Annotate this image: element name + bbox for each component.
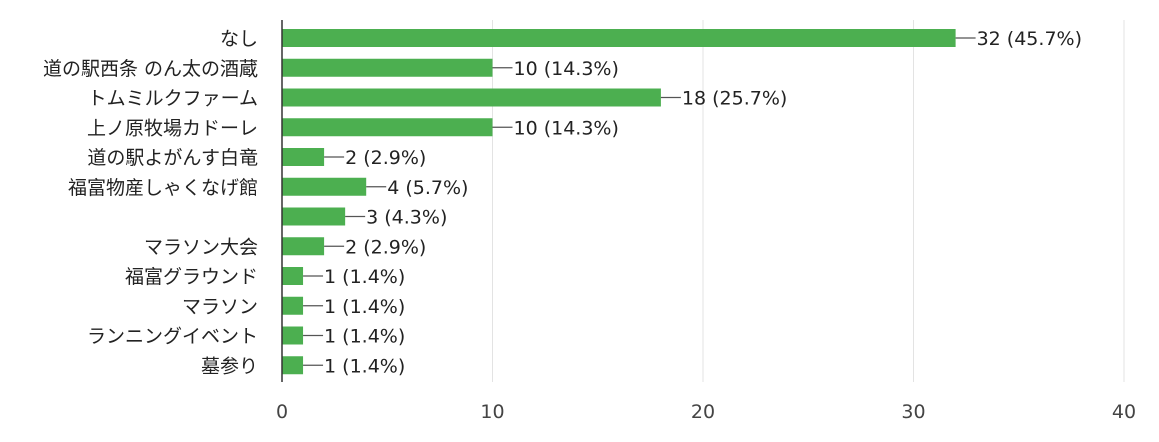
data-label: 4 (5.7%) [387, 177, 468, 199]
category-label: 福富グラウンド [125, 266, 258, 288]
bar [282, 29, 956, 47]
x-tick-label: 40 [1112, 401, 1136, 423]
category-label: 上ノ原牧場カドーレ [87, 117, 258, 139]
bars [282, 29, 956, 375]
category-label: 道の駅よがんす白竜 [87, 147, 258, 169]
bar [282, 88, 661, 107]
bar [282, 148, 325, 166]
data-label: 10 (14.3%) [514, 117, 619, 139]
data-labels: 32 (45.7%) 10 (14.3%) 18 (25.7%) 10 (14.3%)… [303, 28, 1082, 377]
data-label: 18 (25.7%) [682, 88, 787, 110]
x-tick-label: 30 [901, 401, 925, 423]
category-label: マラソン大会 [144, 236, 258, 258]
category-label: 福富物産しゃくなげ館 [68, 177, 258, 199]
x-tick-label: 10 [480, 401, 504, 423]
data-label: 1 (1.4%) [324, 355, 405, 377]
data-label: 1 (1.4%) [324, 326, 405, 348]
bar [282, 237, 325, 256]
category-label: 墓参り [201, 355, 258, 377]
category-label: マラソン [182, 296, 258, 318]
x-tick-label: 20 [691, 401, 715, 423]
data-label: 2 (2.9%) [345, 236, 426, 258]
data-label: 2 (2.9%) [345, 147, 426, 169]
bar [282, 207, 346, 226]
data-label: 32 (45.7%) [977, 28, 1082, 50]
bar [282, 177, 367, 196]
bar [282, 267, 304, 285]
data-label: 3 (4.3%) [366, 207, 447, 229]
x-axis-ticks: 0 10 20 30 40 [276, 401, 1136, 423]
category-label: 道の駅西条 のん太の酒蔵 [43, 58, 258, 80]
bar [282, 296, 304, 315]
bar [282, 356, 304, 375]
category-label: なし [220, 28, 258, 50]
data-label: 1 (1.4%) [324, 266, 405, 288]
x-tick-label: 0 [276, 401, 288, 423]
category-label: ランニングイベント [87, 326, 258, 348]
bar [282, 326, 304, 345]
data-label: 1 (1.4%) [324, 296, 405, 318]
bar [282, 118, 493, 137]
bar [282, 58, 493, 77]
data-label: 10 (14.3%) [514, 58, 619, 80]
grid [492, 20, 1125, 382]
category-label: トムミルクファーム [88, 88, 258, 110]
